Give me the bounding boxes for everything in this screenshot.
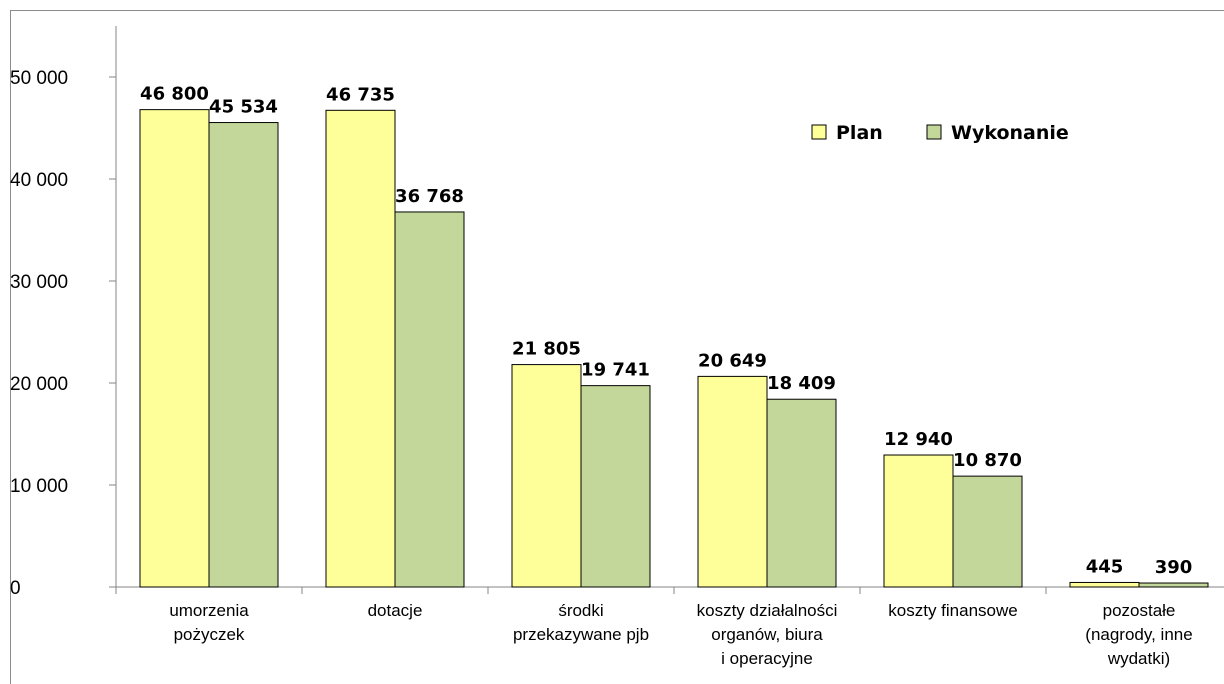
category-label: koszty finansowe — [888, 601, 1017, 620]
y-tick-label: 20 000 — [10, 374, 68, 395]
data-label-wykonanie-5: 390 — [1155, 557, 1193, 578]
data-label-wykonanie-0: 45 534 — [209, 97, 278, 118]
category-label: dotacje — [368, 601, 423, 620]
category-label: pozostałe — [1103, 601, 1176, 620]
y-tick-label: 40 000 — [10, 170, 68, 191]
bar-plan-2 — [511, 364, 582, 588]
bar-wykonanie-4 — [952, 475, 1023, 588]
category-label: organów, biura — [711, 625, 823, 644]
category-label: pożyczek — [174, 625, 245, 644]
bar-plan-1 — [325, 109, 396, 588]
data-label-plan-5: 445 — [1086, 556, 1124, 577]
bar-wykonanie-0 — [208, 122, 279, 588]
legend-label-plan: Plan — [836, 122, 883, 144]
bar-wykonanie-1 — [394, 211, 465, 588]
bar-wykonanie-5 — [1138, 582, 1209, 588]
data-label-plan-0: 46 800 — [140, 84, 209, 105]
y-tick-label: 10 000 — [10, 476, 68, 497]
category-label: (nagrody, inne — [1085, 625, 1192, 644]
data-label-plan-3: 20 649 — [698, 350, 767, 371]
bar-plan-5 — [1069, 581, 1140, 588]
category-label: umorzenia — [169, 601, 249, 620]
bar-wykonanie-2 — [580, 385, 651, 588]
bar-plan-4 — [883, 454, 954, 588]
data-label-wykonanie-1: 36 768 — [395, 186, 464, 207]
category-label: koszty działalności — [697, 601, 838, 620]
legend-swatch-plan — [811, 124, 827, 140]
bar-wykonanie-3 — [766, 398, 837, 588]
legend-swatch-wykonanie — [926, 124, 942, 140]
data-label-plan-1: 46 735 — [326, 84, 395, 105]
y-tick-label: 30 000 — [10, 272, 68, 293]
category-label: środki — [558, 601, 603, 620]
bar-plan-3 — [697, 375, 768, 588]
category-label: i operacyjne — [721, 649, 813, 668]
data-label-plan-2: 21 805 — [512, 339, 581, 360]
bar-plan-0 — [139, 109, 210, 588]
category-label: przekazywane pjb — [513, 625, 649, 644]
legend-label-wykonanie: Wykonanie — [951, 122, 1069, 144]
data-label-wykonanie-2: 19 741 — [581, 360, 650, 381]
data-label-wykonanie-3: 18 409 — [767, 373, 836, 394]
y-tick-label: 0 — [10, 578, 21, 599]
data-label-plan-4: 12 940 — [884, 429, 953, 450]
y-tick-label: 50 000 — [10, 68, 68, 89]
chart-frame — [10, 10, 1224, 684]
category-label: wydatki) — [1107, 649, 1170, 668]
data-label-wykonanie-4: 10 870 — [953, 450, 1022, 471]
